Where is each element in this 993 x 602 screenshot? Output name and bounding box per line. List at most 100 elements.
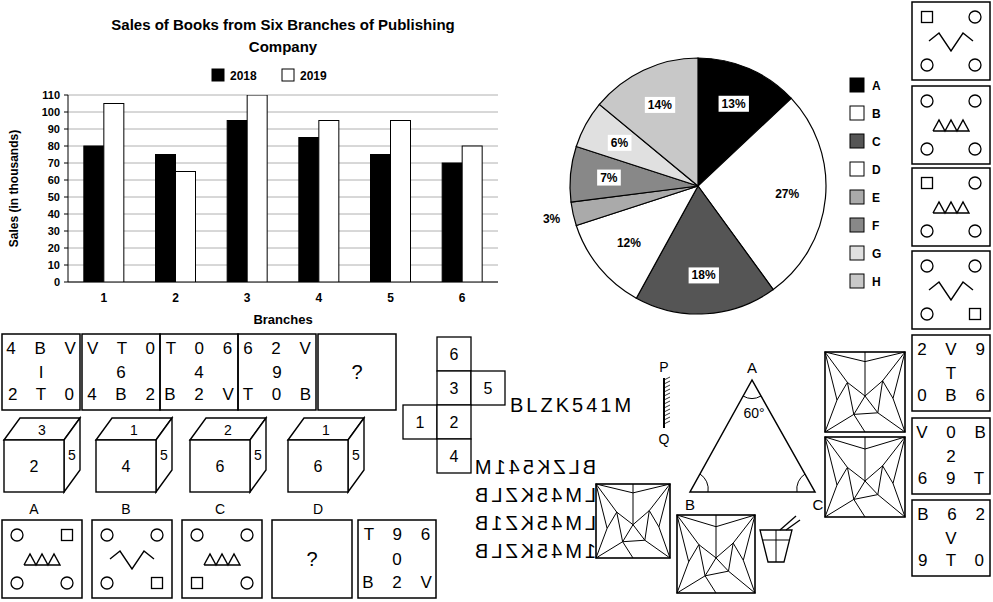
line-figure-stroke [633, 484, 634, 493]
bar [104, 104, 124, 283]
line-figure-stroke [633, 493, 634, 525]
line-figure-stroke [659, 484, 670, 527]
line-figure-stroke [623, 542, 633, 558]
legend-swatch [850, 274, 864, 288]
mirror-bottom-label: Q [659, 431, 670, 447]
mirror-hatch [664, 417, 670, 420]
label-background [689, 267, 719, 283]
line-figure-stroke [854, 414, 865, 432]
mirror-top-label: P [659, 359, 668, 375]
cube-net: 635124 [403, 337, 505, 473]
grid-line [68, 129, 498, 130]
legend-label: 2019 [300, 69, 327, 83]
net-number: 5 [484, 380, 493, 397]
line-figure-stroke [878, 466, 883, 495]
category-label: 1 [100, 291, 107, 305]
tick-label: 70 [48, 157, 60, 169]
figure-row: I [39, 363, 44, 382]
circle-symbol [921, 59, 933, 71]
line-figure-stroke [705, 571, 728, 576]
mirror-hatch [664, 385, 670, 388]
category-label: 2 [172, 291, 179, 305]
figure-row: 4 B V [6, 339, 76, 358]
figure-row: 2 T 0 [8, 385, 74, 404]
letter-series: 4 B VI2 T 0V T 064 B 2T 0 64B 2 V6 2 V9T… [2, 334, 396, 410]
cup-figure-line [776, 530, 777, 562]
circle-symbol [11, 529, 23, 541]
figure-box [160, 334, 238, 410]
square-symbol [970, 309, 981, 320]
line-figure-stroke [854, 413, 878, 415]
line-figure-stroke [617, 512, 633, 525]
figure-text: ? [351, 361, 362, 383]
line-figure-stroke [865, 396, 878, 413]
title-line: Company [249, 38, 318, 55]
grid-line [68, 112, 498, 113]
line-figure-stroke [825, 400, 837, 432]
data-label: 12% [617, 236, 641, 250]
figure-box [912, 418, 990, 494]
mirror-word: BLZK541M [510, 394, 634, 416]
tick-label: 50 [48, 191, 60, 203]
grid-line [68, 248, 498, 249]
line-figure-stroke [645, 511, 649, 541]
mirror-option: LM45KZLB [472, 484, 596, 506]
figure-box [912, 335, 990, 411]
net-number: 6 [450, 346, 459, 363]
line-figure-stroke [743, 515, 755, 560]
cube-right-number: 5 [160, 447, 168, 463]
tick [64, 265, 68, 266]
figure-row: T 0 B [243, 385, 311, 404]
figure-box [358, 520, 436, 598]
circle-symbol [969, 225, 981, 237]
tick [64, 180, 68, 181]
circle-symbol [969, 59, 981, 71]
line-figure-frame [825, 352, 905, 432]
figure-row: 9 T 0 [918, 551, 984, 570]
mirror-puzzle: BLZK541MPQBLZK541MLM45KZLBLM45KZ1B1M45KZ… [472, 359, 670, 562]
label-background [608, 135, 632, 151]
legend-swatch [850, 106, 864, 120]
line-figure-stroke [854, 396, 865, 414]
line-figure-stroke [837, 467, 847, 485]
line-figure-stroke [854, 495, 878, 500]
net-number: 2 [450, 414, 459, 431]
line-figure-stroke [649, 511, 659, 527]
line-figure-stroke [825, 437, 837, 485]
line-figure-frame [825, 437, 905, 517]
square-symbol [62, 530, 73, 541]
vertex-label: A [747, 359, 757, 376]
line-figure-stroke [825, 352, 837, 400]
figure-box [92, 520, 172, 598]
vertex-label: C [813, 496, 824, 513]
pie-labels: 13%27%18%12%3%7%6%14% [543, 96, 803, 284]
zigzag-symbol [24, 554, 60, 565]
mirror-hatch [664, 413, 670, 416]
tick [64, 197, 68, 198]
category-label: 3 [244, 291, 251, 305]
cube-right [156, 418, 172, 492]
line-figure-stroke [596, 484, 607, 528]
cube-front-number: 2 [30, 458, 39, 475]
line-figure-stroke [743, 560, 755, 593]
line-figure-stroke [728, 543, 733, 571]
grid-line [68, 231, 498, 232]
cup-figure-line [786, 520, 800, 530]
question-mark: ? [306, 548, 317, 570]
mirror-hatch [664, 389, 670, 392]
line-figure-stroke [623, 540, 645, 541]
label-background [772, 186, 802, 202]
cube-right [348, 418, 364, 492]
line-figure-stroke [865, 449, 866, 481]
zigzag-symbol [929, 33, 973, 51]
figure-row: V 0 B [916, 423, 986, 442]
line-figure-stroke [716, 527, 717, 558]
cube-front [288, 440, 348, 492]
zigzag-symbol [110, 551, 154, 569]
mirror-hatch [664, 377, 670, 380]
legend-swatch [850, 134, 864, 148]
line-figures [596, 352, 905, 593]
cube-label: B [121, 501, 130, 517]
mirror-option: BLZK541M [472, 456, 596, 478]
figure-row: B 6 2 [917, 505, 985, 524]
